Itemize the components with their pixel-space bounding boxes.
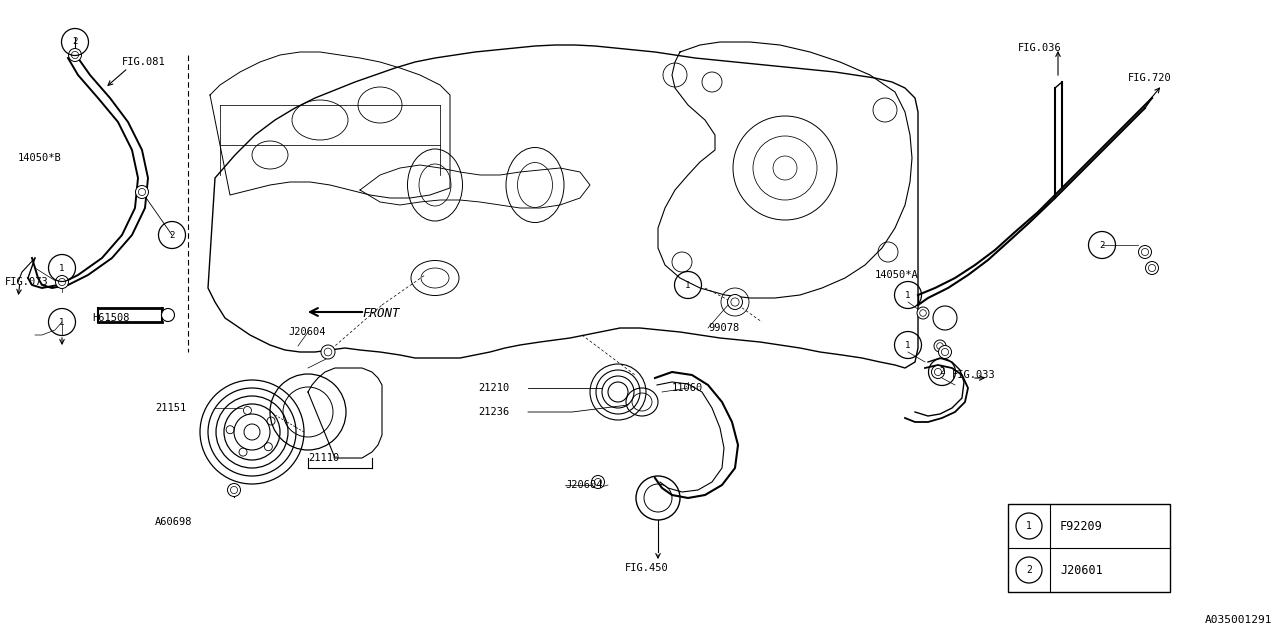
Text: 1: 1 (1027, 521, 1032, 531)
Text: FIG.073: FIG.073 (5, 277, 49, 287)
Text: F92209: F92209 (1060, 520, 1103, 532)
Text: 14050*A: 14050*A (876, 270, 919, 280)
Circle shape (136, 186, 148, 198)
Text: 21236: 21236 (477, 407, 509, 417)
Text: 21110: 21110 (308, 453, 339, 463)
Circle shape (934, 340, 946, 352)
Text: FIG.450: FIG.450 (625, 563, 668, 573)
Circle shape (321, 345, 335, 359)
Circle shape (228, 483, 241, 497)
Text: J20604: J20604 (288, 327, 325, 337)
Text: 21151: 21151 (155, 403, 187, 413)
Text: 11060: 11060 (672, 383, 703, 393)
Text: 2: 2 (940, 367, 945, 376)
Text: 2: 2 (72, 38, 78, 47)
Circle shape (55, 275, 69, 289)
Text: FIG.081: FIG.081 (122, 57, 165, 67)
Circle shape (727, 294, 742, 310)
Circle shape (938, 346, 951, 358)
Text: J20601: J20601 (1060, 563, 1103, 577)
Text: H61508: H61508 (92, 313, 129, 323)
Circle shape (69, 49, 82, 61)
Text: A60698: A60698 (155, 517, 192, 527)
Text: FRONT: FRONT (362, 307, 399, 319)
Text: A035001291: A035001291 (1204, 615, 1272, 625)
Text: 1: 1 (905, 340, 910, 349)
Text: FIG.720: FIG.720 (1128, 73, 1171, 83)
Text: 1: 1 (59, 317, 65, 326)
Text: 1: 1 (59, 264, 65, 273)
Circle shape (932, 365, 945, 378)
Text: J20604: J20604 (564, 480, 603, 490)
Text: 21210: 21210 (477, 383, 509, 393)
Circle shape (1146, 262, 1158, 275)
Bar (1009, 504, 1170, 592)
Text: 2: 2 (169, 230, 174, 239)
Circle shape (1138, 246, 1152, 259)
Text: 1: 1 (905, 291, 910, 300)
Circle shape (916, 307, 929, 319)
Text: FIG.036: FIG.036 (1018, 43, 1061, 53)
Text: 1: 1 (685, 280, 691, 289)
Text: 99078: 99078 (708, 323, 740, 333)
Text: 14050*B: 14050*B (18, 153, 61, 163)
Text: 2: 2 (1027, 565, 1032, 575)
Text: 2: 2 (1100, 241, 1105, 250)
Text: FIG.033: FIG.033 (952, 370, 996, 380)
Circle shape (161, 308, 174, 321)
Circle shape (591, 476, 604, 488)
